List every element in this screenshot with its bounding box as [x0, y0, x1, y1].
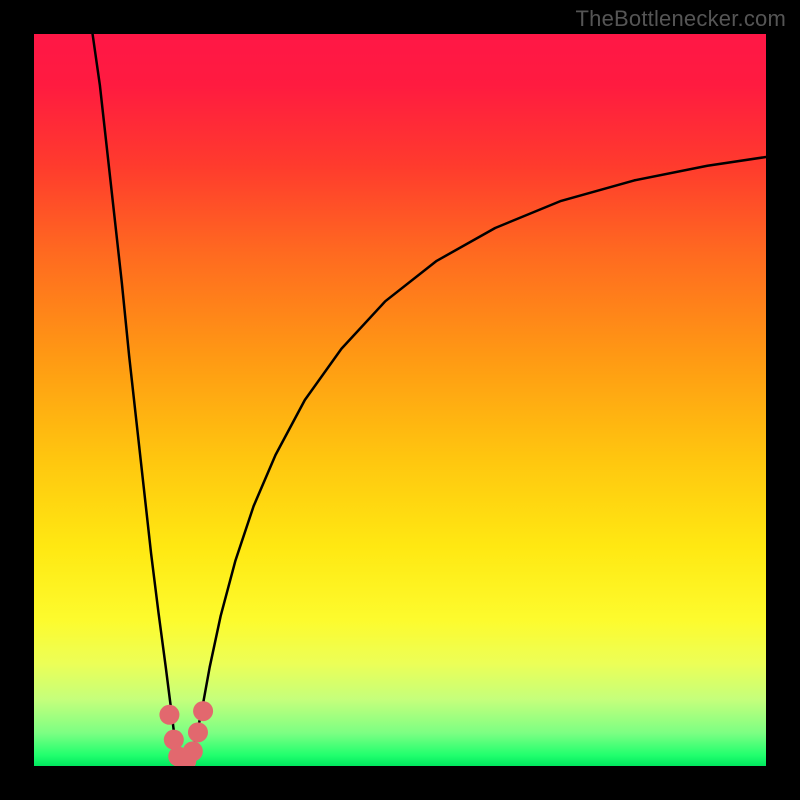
plot-area	[34, 34, 766, 766]
minimum-marker	[164, 730, 184, 750]
minimum-marker	[183, 741, 203, 761]
plot-svg	[34, 34, 766, 766]
chart-frame: TheBottlenecker.com	[0, 0, 800, 800]
minimum-marker	[193, 701, 213, 721]
watermark-text: TheBottlenecker.com	[576, 6, 786, 32]
gradient-background	[34, 34, 766, 766]
minimum-marker	[159, 705, 179, 725]
minimum-marker	[188, 722, 208, 742]
